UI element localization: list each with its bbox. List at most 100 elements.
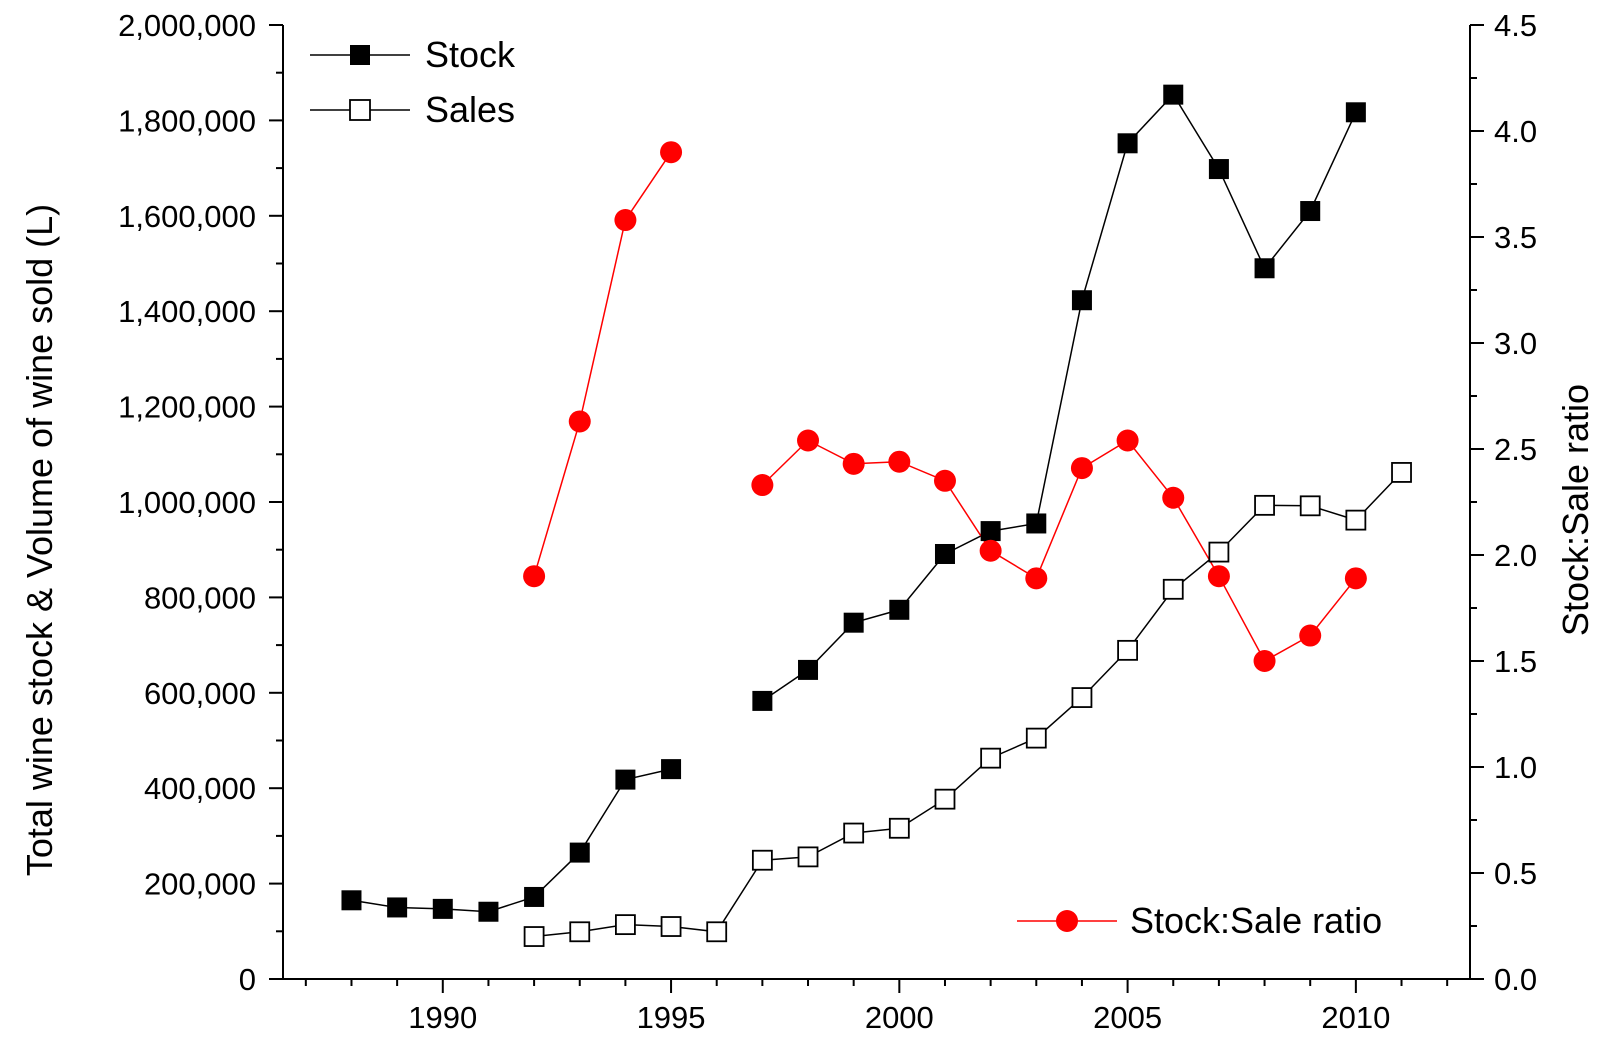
stock-sale-ratio-point bbox=[1299, 624, 1322, 647]
stock-sale-ratio-point bbox=[979, 539, 1002, 562]
y-left-tick-label: 800,000 bbox=[144, 580, 256, 615]
stock-point bbox=[1345, 102, 1366, 123]
y-right-tick-label: 2.0 bbox=[1494, 538, 1537, 573]
axes: 1990 1995 2000 2005 2010 0 200,000 400,000 600,0… bbox=[118, 8, 1537, 1035]
x-tick-label: 1990 bbox=[408, 1000, 477, 1035]
stock-point bbox=[843, 612, 864, 633]
sales-point bbox=[797, 846, 819, 868]
stock-point bbox=[387, 897, 408, 918]
legend-stock-label: Stock bbox=[425, 34, 516, 75]
y-right-tick-label: 1.0 bbox=[1494, 750, 1537, 785]
sales-point bbox=[1025, 727, 1047, 749]
y-right-tick-label: 0.5 bbox=[1494, 856, 1537, 891]
stock-sale-ratio-point bbox=[1344, 567, 1367, 590]
sales-point bbox=[980, 747, 1002, 769]
sales-point bbox=[1071, 687, 1093, 708]
stock-point bbox=[980, 521, 1001, 542]
sales-point bbox=[1345, 509, 1367, 531]
y-left-tick-label: 1,200,000 bbox=[118, 390, 256, 425]
sales-point bbox=[569, 921, 591, 943]
stock-point bbox=[1300, 201, 1321, 222]
stock-sale-ratio-point bbox=[1070, 457, 1093, 480]
stock-point bbox=[1254, 258, 1275, 279]
stock-point bbox=[752, 690, 773, 711]
x-tick-label: 2000 bbox=[865, 1000, 934, 1035]
stock-point bbox=[569, 842, 590, 863]
stock-sale-ratio-point bbox=[842, 452, 865, 475]
stock-point bbox=[615, 769, 636, 790]
y-left-tick-label: 1,000,000 bbox=[118, 485, 256, 520]
stock-sale-ratio-line bbox=[533, 151, 672, 577]
stock-point bbox=[1208, 159, 1229, 180]
y-right-tick-label: 3.5 bbox=[1494, 220, 1537, 255]
sales-point bbox=[1254, 494, 1275, 516]
series-markers bbox=[341, 84, 1412, 947]
stock-sale-ratio-point bbox=[660, 141, 683, 164]
stock-sale-ratio-point bbox=[523, 565, 546, 588]
sales-point bbox=[615, 914, 636, 936]
y-left-tick-label: 400,000 bbox=[144, 771, 256, 806]
sales-point bbox=[523, 926, 545, 947]
stock-point bbox=[1117, 133, 1138, 154]
stock-point bbox=[524, 886, 545, 907]
y-left-tick-label: 0 bbox=[239, 962, 256, 997]
stock-point bbox=[341, 890, 362, 911]
series-lines bbox=[351, 93, 1403, 938]
stock-sale-ratio-point bbox=[568, 410, 591, 433]
legend: Stock Sales Stock:Sale ratio bbox=[310, 34, 1382, 941]
stock-point bbox=[1071, 290, 1092, 311]
stock-line bbox=[761, 93, 1357, 702]
x-tick-label: 2005 bbox=[1093, 1000, 1162, 1035]
stock-sale-ratio-point bbox=[751, 474, 774, 497]
sales-point bbox=[1299, 495, 1321, 517]
x-tick-label: 1995 bbox=[637, 1000, 706, 1035]
x-tick-label: 2010 bbox=[1321, 1000, 1390, 1035]
y-left-tick-label: 1,400,000 bbox=[118, 294, 256, 329]
stock-point bbox=[798, 659, 819, 680]
sales-point bbox=[1208, 541, 1230, 563]
y-right-tick-label: 3.0 bbox=[1494, 326, 1537, 361]
sales-point bbox=[1391, 462, 1412, 483]
legend-stock-marker bbox=[350, 45, 370, 65]
sales-point bbox=[706, 921, 728, 943]
y-axis-left-title: Total wine stock & Volume of wine sold (… bbox=[19, 204, 60, 876]
y-left-tick-label: 1,600,000 bbox=[118, 199, 256, 234]
y-left-tick-label: 600,000 bbox=[144, 676, 256, 711]
sales-point bbox=[934, 788, 956, 810]
stock-point bbox=[934, 543, 955, 564]
stock-sale-ratio-point bbox=[1162, 486, 1185, 509]
stock-point bbox=[1026, 513, 1047, 534]
stock-point bbox=[1163, 84, 1184, 105]
stock-sale-ratio-point bbox=[1116, 429, 1139, 452]
stock-point bbox=[478, 901, 499, 922]
sales-point bbox=[1117, 639, 1138, 661]
legend-ratio-marker bbox=[1056, 910, 1078, 932]
y-right-tick-label: 4.0 bbox=[1494, 114, 1537, 149]
stock-sale-ratio-point bbox=[614, 209, 637, 232]
stock-sale-ratio-point bbox=[1207, 565, 1230, 588]
stock-sale-ratio-point bbox=[1025, 567, 1048, 590]
sales-point bbox=[660, 916, 682, 937]
y-right-tick-label: 1.5 bbox=[1494, 644, 1537, 679]
stock-point bbox=[432, 898, 453, 919]
y-right-tick-label: 0.0 bbox=[1494, 962, 1537, 997]
sales-point bbox=[751, 849, 773, 871]
y-right-tick-label: 4.5 bbox=[1494, 8, 1537, 43]
sales-point bbox=[1162, 578, 1184, 600]
stock-sale-ratio-point bbox=[888, 450, 911, 473]
stock-point bbox=[661, 759, 682, 780]
stock-line bbox=[351, 768, 672, 913]
legend-sales-label: Sales bbox=[425, 89, 515, 130]
y-left-tick-label: 1,800,000 bbox=[118, 103, 256, 138]
legend-ratio-label: Stock:Sale ratio bbox=[1130, 900, 1382, 941]
y-left-tick-label: 200,000 bbox=[144, 867, 256, 902]
legend-sales-marker bbox=[349, 99, 371, 121]
y-right-tick-label: 2.5 bbox=[1494, 432, 1537, 467]
stock-sale-ratio-point bbox=[1253, 650, 1276, 672]
y-axis-right-title: Stock:Sale ratio bbox=[1555, 384, 1596, 636]
y-left-tick-label: 2,000,000 bbox=[118, 8, 256, 43]
sales-point bbox=[888, 817, 910, 839]
stock-point bbox=[889, 599, 910, 620]
stock-sale-ratio-point bbox=[797, 429, 820, 452]
